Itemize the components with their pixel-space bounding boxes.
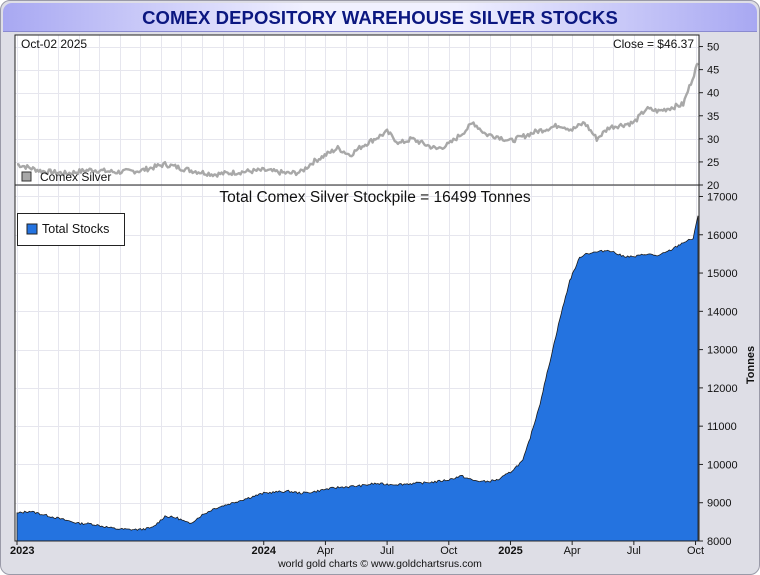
x-axis-tick-label: Jul (380, 545, 394, 557)
stocks-y-tick-label: 15000 (707, 268, 738, 280)
stocks-legend-swatch (26, 223, 38, 235)
price-date-label: Oct-02 2025 (21, 37, 87, 51)
title-banner: COMEX DEPOSITORY WAREHOUSE SILVER STOCKS (3, 3, 757, 32)
stocks-panel-border (14, 184, 700, 542)
stocks-y-tick-label: 11000 (707, 421, 737, 433)
silver-price-line (17, 62, 699, 178)
x-axis-tick-label: Apr (317, 545, 334, 557)
price-close-label: Close = $46.37 (613, 37, 694, 51)
stocks-y-tick-label: 16000 (707, 230, 738, 242)
price-y-tick-label: 40 (707, 88, 719, 100)
total-stocks-area (16, 215, 699, 542)
price-y-tick-label: 25 (707, 157, 719, 169)
x-axis-tick-label: Oct (687, 545, 704, 557)
silver-legend-label: Comex Silver (40, 170, 111, 184)
stocks-y-tick-label: 14000 (707, 306, 738, 318)
price-y-tick-label: 50 (707, 42, 719, 54)
x-axis-tick-label: 2023 (10, 545, 34, 557)
stocks-y-tick-label: 12000 (707, 383, 738, 395)
price-panel-bg (15, 35, 699, 185)
stocks-y-tick-label: 10000 (707, 459, 738, 471)
price-y-tick-label: 35 (707, 111, 719, 123)
x-axis-tick-label: Jul (627, 545, 641, 557)
stocks-chart-title: Total Comex Silver Stockpile = 16499 Ton… (219, 189, 530, 206)
x-axis-tick-label: Apr (564, 545, 581, 557)
stocks-y-tick-label: 13000 (707, 345, 738, 357)
price-y-tick-label: 20 (707, 180, 719, 192)
stocks-y-tick-label: 9000 (707, 498, 731, 510)
page-title: COMEX DEPOSITORY WAREHOUSE SILVER STOCKS (142, 7, 618, 28)
x-axis-tick-label: Oct (440, 545, 457, 557)
stocks-legend-label: Total Stocks (42, 222, 109, 236)
credit-text: world gold charts © www.goldchartsrus.co… (278, 558, 482, 570)
stocks-y-tick-label: 17000 (707, 191, 738, 203)
x-axis-tick-label: 2024 (251, 545, 276, 557)
silver-legend-swatch (21, 171, 32, 182)
stocks-y-tick-label: 8000 (707, 536, 731, 548)
stocks-y-axis-label: Tonnes (745, 346, 757, 384)
x-axis-tick-label: 2025 (498, 545, 522, 557)
price-y-tick-label: 30 (707, 134, 719, 146)
price-y-tick-label: 45 (707, 65, 719, 77)
